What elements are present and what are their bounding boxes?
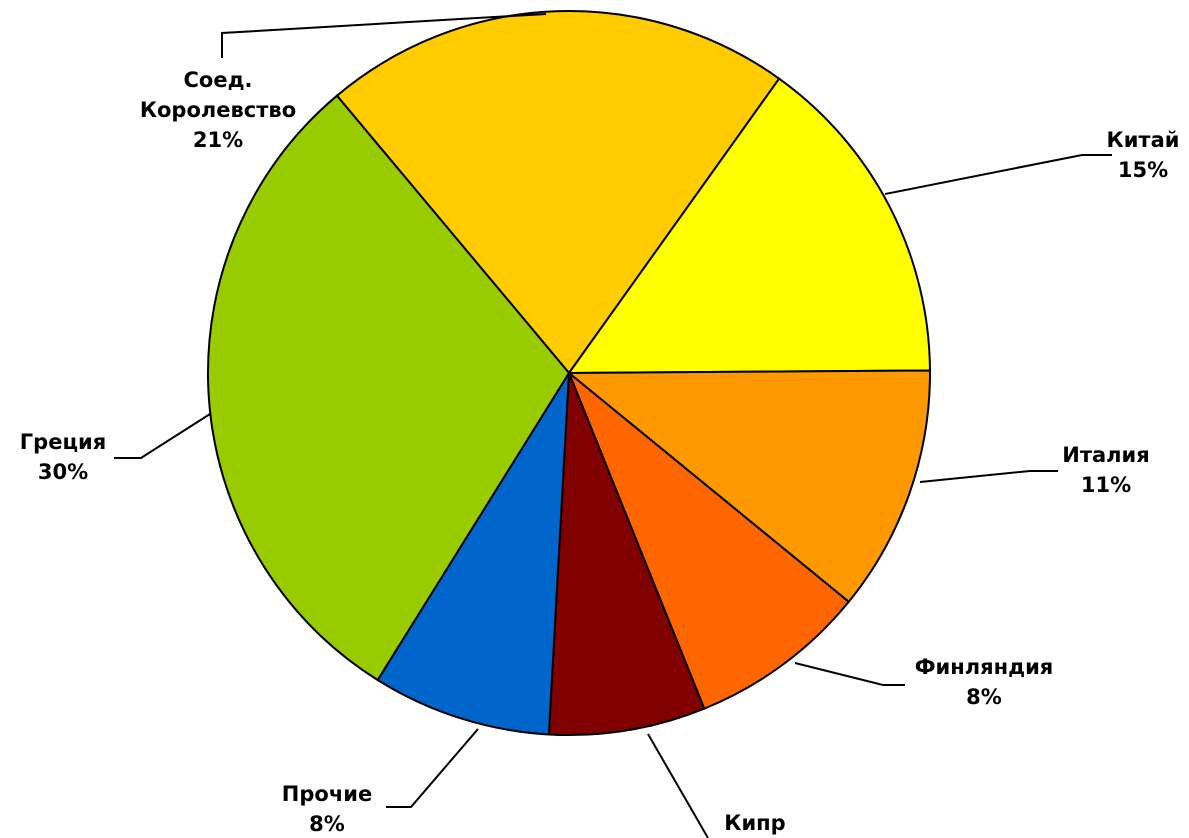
slice-label-name: Китай (1107, 128, 1180, 152)
leader-line (919, 470, 1058, 483)
slice-label: Финляндия 8% (915, 655, 1054, 709)
pie-slice-соед-королевство (335, 10, 781, 375)
slice-label-percent: 15% (1118, 158, 1168, 182)
leader-lines (114, 13, 1112, 838)
slice-label: Кипр (724, 811, 785, 835)
slice-label-percent: 30% (38, 460, 88, 484)
slice-label-name: Соед. (183, 68, 252, 92)
pie-slice-финляндия (568, 372, 851, 710)
slice-label-percent: 8% (309, 812, 345, 836)
slice-label-name: Прочие (282, 782, 372, 806)
pie-slice-кипр (547, 372, 706, 736)
slice-label-name: Италия (1062, 443, 1150, 467)
leader-line (884, 154, 1112, 195)
slice-label-name: Финляндия (915, 655, 1054, 679)
pie-slice-италия (566, 369, 931, 604)
slice-label-percent: 11% (1081, 473, 1131, 497)
pie-slice-греция (207, 94, 571, 682)
slice-label-percent: 21% (193, 128, 243, 152)
slice-labels: Соед. Королевство 21% Китай 15% Италия 11% Финл… (20, 68, 1180, 836)
leader-line (794, 662, 905, 686)
slice-label: Италия 11% (1062, 443, 1150, 497)
leader-line (647, 733, 709, 838)
slice-label-percent: 8% (966, 685, 1002, 709)
slice-label-name: Королевство (140, 98, 296, 122)
slice-label-name: Кипр (724, 811, 785, 835)
leader-line (221, 13, 547, 58)
slice-label: Китай 15% (1107, 128, 1180, 182)
slice-label-name: Греция (20, 430, 106, 454)
pie-slices (207, 10, 931, 736)
slice-label: Прочие 8% (282, 782, 372, 836)
pie-slice-прочие (376, 372, 570, 736)
slice-label: Греция 30% (20, 430, 106, 484)
slice-label: Соед. Королевство 21% (140, 68, 296, 152)
pie-slice-китай (567, 77, 931, 375)
leader-line (386, 728, 479, 808)
leader-line (114, 413, 211, 459)
